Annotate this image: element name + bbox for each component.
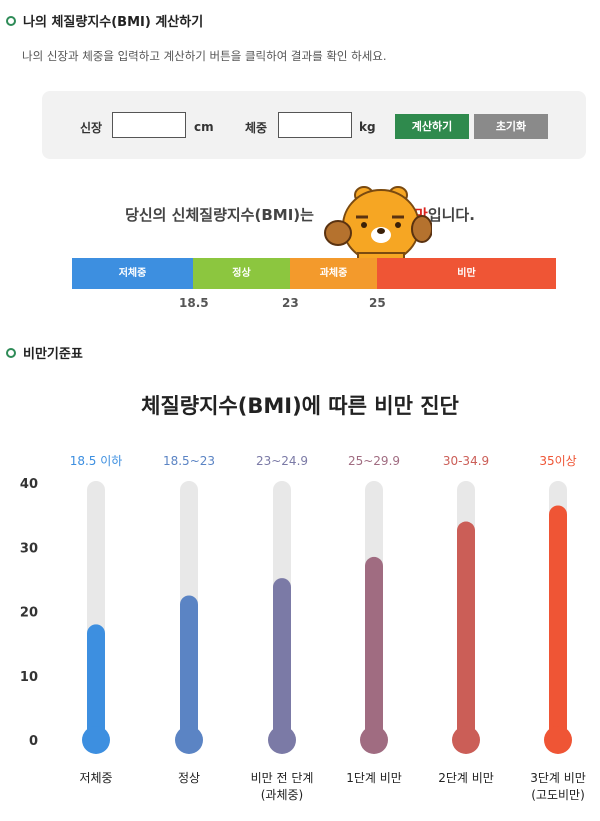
scale-segment-overweight: 과체중: [290, 258, 377, 289]
y-tick-label: 30: [20, 541, 38, 556]
y-tick-label: 10: [20, 670, 38, 685]
result-prefix: 당신의 신체질량지수(BMI)는: [125, 206, 314, 224]
range-label: 18.5~23: [163, 454, 215, 468]
bar: [365, 556, 383, 740]
category-label: 3단계 비만: [530, 771, 586, 785]
category-label: (과체중): [261, 788, 303, 802]
scale-tick: 18.5: [179, 296, 209, 310]
range-label: 23~24.9: [256, 454, 308, 468]
category-label: 비만 전 단계: [251, 771, 314, 785]
scale-tick: 25: [369, 296, 386, 310]
bar: [273, 578, 291, 740]
scale-segment-obese: 비만: [377, 258, 556, 289]
bar-bulb: [452, 726, 480, 754]
bar-bulb: [268, 726, 296, 754]
calculator-description: 나의 신장과 체중을 입력하고 계산하기 버튼을 클릭하여 결과를 확인 하세요…: [22, 49, 387, 63]
bar: [180, 595, 198, 740]
category-label: 1단계 비만: [346, 771, 402, 785]
y-tick-label: 0: [29, 734, 38, 749]
bar-bulb: [360, 726, 388, 754]
bar: [549, 505, 567, 740]
category-label: 저체중: [79, 771, 112, 785]
category-label: 정상: [178, 771, 200, 785]
circle-bullet-icon: [6, 347, 16, 358]
bar: [457, 521, 475, 740]
height-input[interactable]: [112, 112, 186, 138]
calculator-form: 신장 cm 체중 kg 계산하기 초기화: [42, 91, 586, 159]
bar-bulb: [544, 726, 572, 754]
scale-segment-normal: 정상: [193, 258, 290, 289]
weight-label: 체중: [245, 121, 268, 135]
weight-unit: kg: [359, 120, 376, 134]
range-label: 18.5 이하: [70, 454, 123, 468]
scale-tick: 23: [282, 296, 299, 310]
range-label: 25~29.9: [348, 454, 400, 468]
height-unit: cm: [194, 120, 214, 134]
height-label: 신장: [80, 121, 103, 135]
y-tick-label: 20: [20, 606, 38, 621]
calculator-title: 나의 체질량지수(BMI) 계산하기: [6, 11, 203, 30]
scale-segment-underweight: 저체중: [72, 258, 193, 289]
calculate-button[interactable]: 계산하기: [395, 114, 469, 139]
bar-bulb: [175, 726, 203, 754]
y-tick-label: 40: [20, 477, 38, 492]
weight-input[interactable]: [278, 112, 352, 138]
category-label: (고도비만): [531, 788, 585, 802]
range-label: 30-34.9: [443, 454, 489, 468]
criteria-title: 비만기준표: [6, 343, 83, 362]
reset-button[interactable]: 초기화: [474, 114, 548, 139]
chart-title: 체질량지수(BMI)에 따른 비만 진단: [141, 394, 459, 418]
result-message: 당신의 신체질량지수(BMI)는 로 비만입니다.: [0, 204, 600, 225]
calculator-title-text: 나의 체질량지수(BMI) 계산하기: [23, 15, 204, 30]
criteria-title-text: 비만기준표: [23, 347, 83, 362]
result-suffix: 입니다.: [427, 206, 475, 224]
bar: [87, 624, 105, 740]
bmi-scale-bar: 저체중 정상 과체중 비만: [72, 258, 556, 289]
circle-bullet-icon: [6, 15, 16, 26]
bar-bulb: [82, 726, 110, 754]
range-label: 35이상: [539, 454, 576, 468]
category-label: 2단계 비만: [438, 771, 494, 785]
